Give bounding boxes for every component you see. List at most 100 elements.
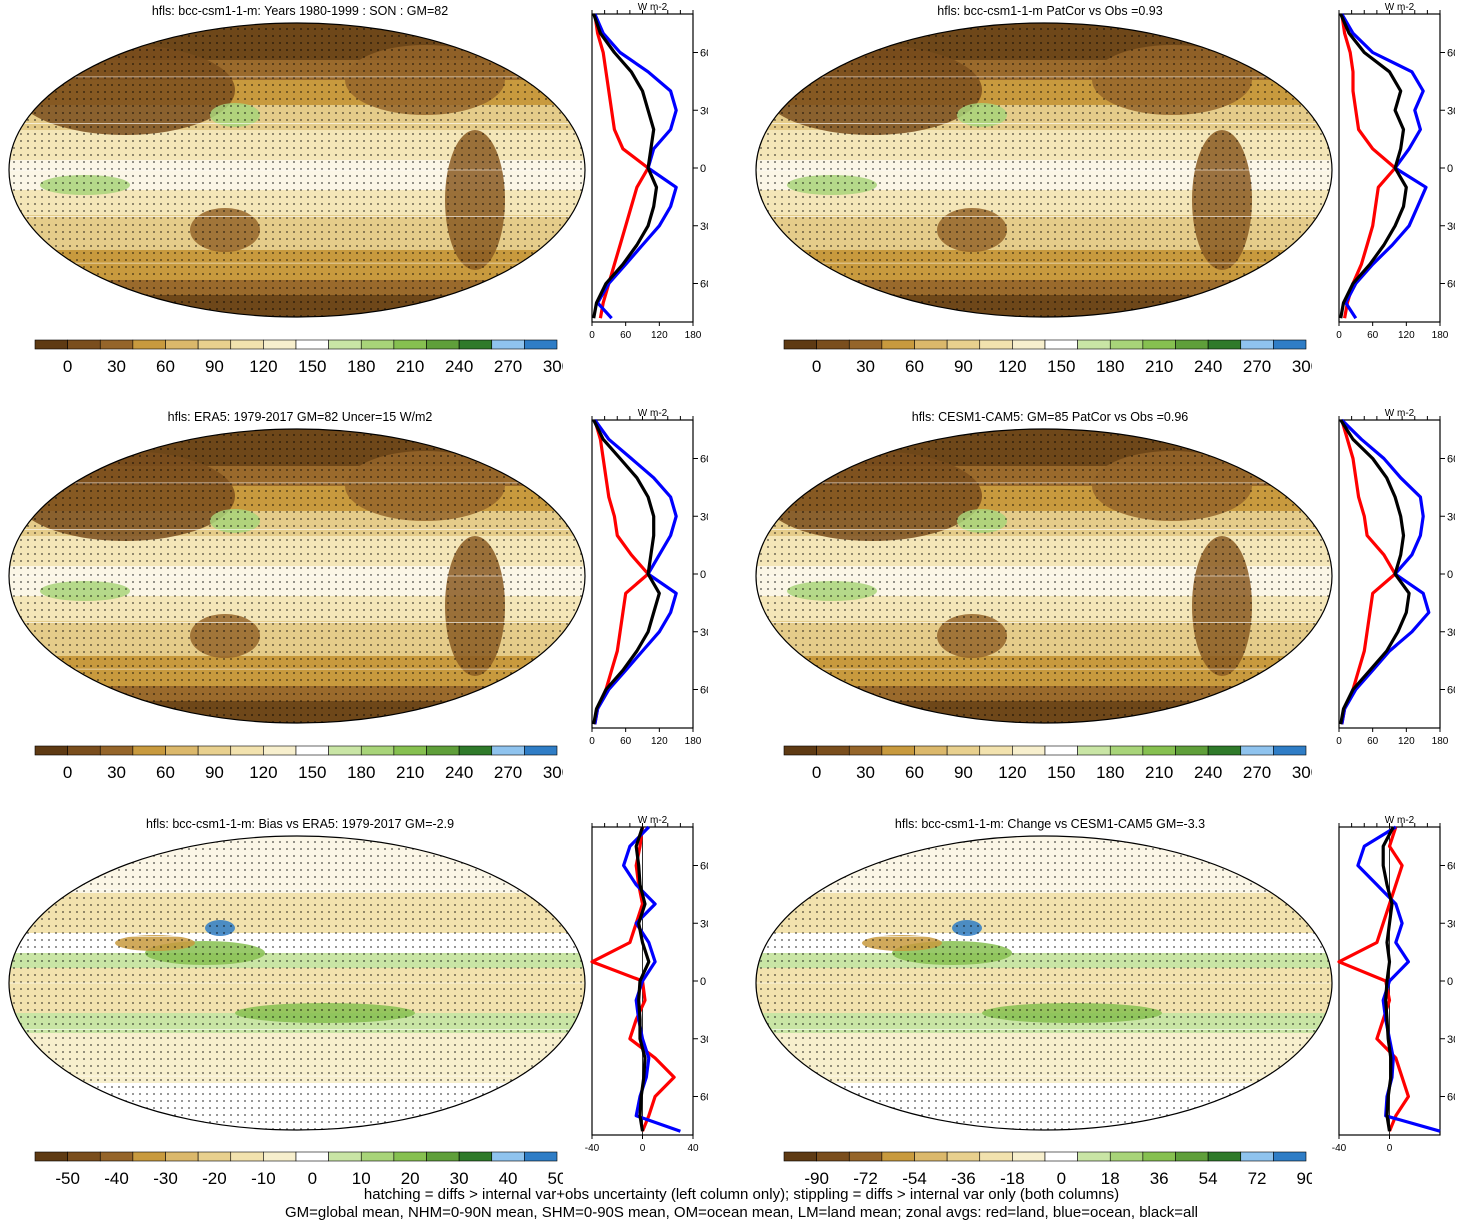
colorbar-swatch bbox=[165, 1151, 199, 1162]
colorbar-tick-label: 30 bbox=[856, 763, 875, 782]
colorbar-swatch bbox=[458, 745, 493, 756]
y-tick-label: 0 bbox=[1447, 163, 1453, 175]
zonal-unit-label: W m-2 bbox=[638, 408, 668, 419]
y-tick-label: 0 bbox=[700, 163, 706, 175]
y-tick-label: 60S bbox=[1447, 279, 1455, 291]
colorbar-tick-label: 270 bbox=[494, 763, 522, 782]
colorbar-swatch bbox=[1044, 339, 1078, 350]
colorbar-tick-label: 60 bbox=[905, 357, 924, 376]
colorbar-swatch bbox=[1077, 339, 1111, 350]
colorbar-swatch bbox=[132, 1151, 166, 1162]
x-tick-label: 180 bbox=[1432, 330, 1449, 341]
x-tick-label: 120 bbox=[1398, 330, 1415, 341]
x-tick-label: 120 bbox=[651, 736, 668, 747]
colorbar-tick-label: -30 bbox=[153, 1169, 178, 1188]
x-tick-label: 60 bbox=[1367, 736, 1379, 747]
colorbar-tick-label: 180 bbox=[347, 763, 375, 782]
colorbar-swatch bbox=[230, 745, 264, 756]
colorbar-swatch bbox=[816, 1151, 850, 1162]
colorbar: -90 -72 -54 -36 -18 0 18 36 54 72 90 bbox=[783, 1151, 1312, 1188]
colorbar-swatch bbox=[1012, 339, 1046, 350]
colorbar-tick-label: 270 bbox=[1243, 357, 1271, 376]
colorbar-tick-label: 60 bbox=[156, 763, 175, 782]
colorbar-swatch bbox=[360, 1151, 395, 1162]
y-tick-label: 60N bbox=[1447, 48, 1455, 60]
colorbar-tick-label: 30 bbox=[107, 357, 126, 376]
colorbar-swatch bbox=[979, 745, 1013, 756]
zonal-unit-label: W m-2 bbox=[1385, 815, 1415, 826]
colorbar-tick-label: 72 bbox=[1248, 1169, 1267, 1188]
colorbar-swatch bbox=[197, 339, 232, 350]
colorbar-swatch bbox=[491, 745, 525, 756]
colorbar-swatch bbox=[1077, 1151, 1111, 1162]
colorbar-swatch bbox=[132, 745, 166, 756]
x-tick-label: 0 bbox=[589, 330, 595, 341]
x-tick-label: 180 bbox=[685, 330, 702, 341]
colorbar-swatch bbox=[360, 745, 395, 756]
y-tick-label: 30N bbox=[1447, 511, 1455, 523]
panel-title: hfls: bcc-csm1-1-m: Change vs CESM1-CAM5… bbox=[894, 817, 1206, 831]
colorbar-swatch bbox=[1273, 339, 1307, 350]
colorbar-swatch bbox=[848, 745, 883, 756]
y-tick-label: 0 bbox=[1447, 569, 1453, 581]
colorbar-tick-label: 150 bbox=[298, 763, 326, 782]
colorbar-swatch bbox=[881, 745, 915, 756]
colorbar-swatch bbox=[914, 1151, 948, 1162]
x-tick-label: 60 bbox=[620, 330, 632, 341]
zonal-series-ocean bbox=[1340, 13, 1428, 320]
colorbar-swatch bbox=[979, 339, 1013, 350]
x-tick-label: 0 bbox=[1336, 330, 1342, 341]
colorbar-swatch bbox=[393, 745, 427, 756]
y-tick-label: 60S bbox=[1447, 1092, 1455, 1104]
colorbar-swatch bbox=[230, 1151, 264, 1162]
y-tick-label: 30S bbox=[1447, 627, 1455, 639]
colorbar-tick-label: 300 bbox=[543, 763, 563, 782]
colorbar-swatch bbox=[1175, 339, 1209, 350]
colorbar-swatch bbox=[99, 339, 134, 350]
x-tick-label: 0 bbox=[640, 1143, 646, 1154]
colorbar: 0 30 60 90 120 150 180 210 240 270 300 bbox=[783, 745, 1312, 782]
y-tick-label: 30S bbox=[1447, 221, 1455, 233]
y-tick-label: 30N bbox=[700, 918, 708, 930]
y-tick-label: 0 bbox=[1447, 976, 1453, 988]
colorbar-tick-label: 300 bbox=[543, 357, 563, 376]
y-tick-label: 60N bbox=[700, 48, 708, 60]
colorbar-tick-label: 270 bbox=[1243, 763, 1271, 782]
colorbar-tick-label: 30 bbox=[856, 357, 875, 376]
colorbar-tick-label: -90 bbox=[804, 1169, 829, 1188]
colorbar-swatch bbox=[458, 339, 493, 350]
colorbar-tick-label: 30 bbox=[107, 763, 126, 782]
zonal-series-land bbox=[590, 826, 676, 1132]
x-tick-label: 40 bbox=[687, 1143, 699, 1154]
colorbar-tick-label: 150 bbox=[1047, 763, 1075, 782]
colorbar-swatch bbox=[946, 1151, 981, 1162]
footer-note: GM=global mean, NHM=0-90N mean, SHM=0-90… bbox=[284, 1204, 1198, 1221]
x-tick-label: 120 bbox=[651, 330, 668, 341]
colorbar-tick-label: 120 bbox=[998, 763, 1026, 782]
colorbar-tick-label: 240 bbox=[1194, 763, 1222, 782]
y-tick-label: 60N bbox=[700, 861, 708, 873]
colorbar-tick-label: 20 bbox=[401, 1169, 420, 1188]
colorbar-tick-label: 120 bbox=[249, 357, 277, 376]
y-tick-label: 30N bbox=[1447, 105, 1455, 117]
colorbar-swatch bbox=[360, 339, 395, 350]
colorbar-tick-label: 120 bbox=[998, 357, 1026, 376]
colorbar: 0 30 60 90 120 150 180 210 240 270 300 bbox=[34, 339, 563, 376]
colorbar-tick-label: 60 bbox=[156, 357, 175, 376]
colorbar-swatch bbox=[1142, 339, 1176, 350]
zonal-unit-label: W m-2 bbox=[638, 815, 668, 826]
map-border bbox=[8, 428, 586, 724]
colorbar-tick-label: 90 bbox=[205, 763, 224, 782]
colorbar-swatch bbox=[881, 339, 915, 350]
colorbar-tick-label: 150 bbox=[298, 357, 326, 376]
colorbar-swatch bbox=[816, 339, 850, 350]
y-tick-label: 60S bbox=[1447, 685, 1455, 697]
colorbar-swatch bbox=[426, 1151, 460, 1162]
colorbar-swatch bbox=[295, 339, 329, 350]
map-panel bbox=[8, 835, 586, 1131]
colorbar-swatch bbox=[1240, 339, 1274, 350]
colorbar-swatch bbox=[914, 745, 948, 756]
colorbar-swatch bbox=[524, 745, 558, 756]
colorbar-swatch bbox=[1012, 1151, 1046, 1162]
colorbar-tick-label: 18 bbox=[1101, 1169, 1120, 1188]
